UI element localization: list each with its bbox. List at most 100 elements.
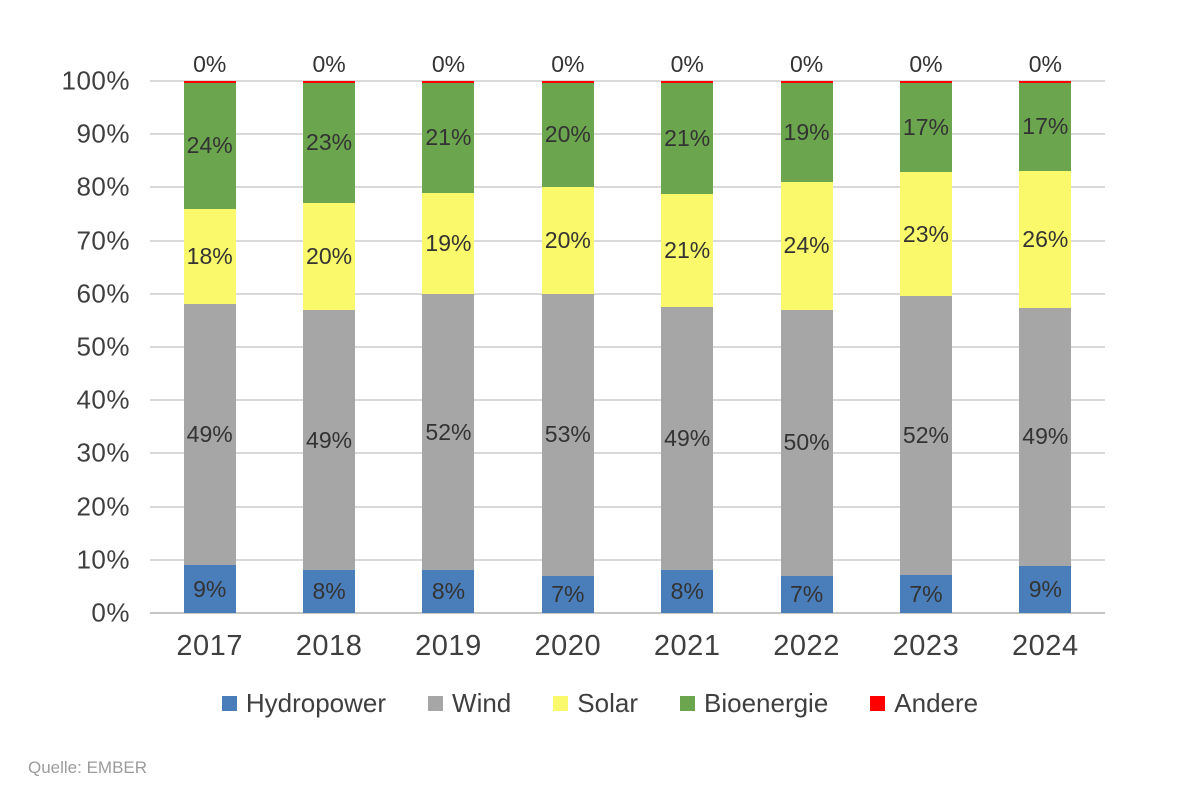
segment-value-label: 19% (425, 229, 472, 256)
y-tick-label: 30% (76, 437, 130, 468)
source-caption: Quelle: EMBER (28, 758, 148, 777)
y-tick-label: 70% (76, 225, 130, 256)
segment-value-label: 50% (783, 429, 830, 456)
segment-value-label: 8% (670, 578, 704, 604)
bar-segment-hydropower: 9% (183, 565, 236, 613)
x-tick-label: 2023 (892, 630, 960, 662)
bar-segment-bioenergie: 17% (1019, 82, 1072, 171)
bar-segment-bioenergie: 23% (303, 82, 356, 204)
bar-segment-andere (1019, 81, 1072, 83)
bar-segment-solar: 24% (780, 182, 833, 310)
segment-value-label-outside: 0% (789, 51, 824, 77)
bar-segment-bioenergie: 20% (541, 82, 594, 188)
bar-segment-hydropower: 7% (780, 575, 833, 613)
x-tick-label: 2024 (1012, 630, 1079, 662)
segment-value-label: 24% (783, 232, 830, 259)
bar-segment-bioenergie: 21% (422, 82, 475, 193)
legend-item-solar: Solar (553, 688, 638, 719)
bar-segment-bioenergie: 17% (899, 82, 952, 173)
bar-2017: 9% 49% 18% 24% 0% (183, 51, 236, 613)
legend: Hydropower Wind Solar Bioenergie Andere (0, 688, 1200, 719)
bar-segment-wind: 50% (780, 309, 833, 576)
bar-2023: 7% 52% 23% 17% 0% (899, 51, 952, 613)
segment-value-label: 7% (789, 580, 824, 607)
segment-value-label: 17% (902, 113, 949, 140)
segment-value-label: 21% (425, 124, 472, 151)
x-tick-label: 2019 (415, 630, 482, 662)
segment-value-label: 52% (902, 422, 949, 449)
bar-segment-solar: 21% (661, 193, 714, 307)
gridline (150, 558, 1105, 561)
segment-value-label: 9% (1028, 575, 1062, 602)
segment-value-label-outside: 0% (909, 51, 943, 77)
bar-segment-hydropower: 7% (899, 575, 952, 613)
bar-segment-wind: 52% (422, 293, 475, 571)
legend-swatch-icon (428, 696, 444, 711)
y-tick-label: 80% (76, 171, 130, 202)
bar-segment-solar: 20% (541, 187, 594, 294)
bar-2021: 8% 49% 21% 21% 0% (661, 51, 714, 613)
segment-value-label: 49% (306, 426, 353, 453)
bar-2020: 7% 53% 20% 20% 0% (541, 51, 594, 613)
legend-swatch-icon (221, 696, 237, 711)
x-tick-label: 2022 (773, 630, 840, 662)
bar-2024: 9% 49% 26% 17% 0% (1019, 51, 1072, 613)
segment-value-label: 21% (664, 124, 711, 151)
legend-item-wind: Wind (428, 688, 511, 719)
bar-segment-hydropower: 9% (1019, 565, 1072, 613)
bar-segment-andere (541, 81, 594, 83)
bar-segment-wind: 52% (899, 295, 952, 576)
segment-value-label: 9% (193, 575, 227, 602)
x-tick-label: 2018 (295, 630, 363, 662)
legend-item-hydropower: Hydropower (221, 688, 387, 719)
segment-value-label-outside: 0% (670, 51, 704, 77)
y-tick-label: 100% (61, 65, 130, 96)
bar-segment-wind: 49% (303, 309, 356, 571)
y-tick-label: 0% (91, 597, 130, 628)
gridline (150, 186, 1105, 189)
bar-segment-solar: 23% (899, 172, 952, 296)
bar-2018: 8% 49% 20% 23% 0% (303, 51, 356, 613)
gridline (150, 452, 1105, 455)
bar-segment-andere (303, 81, 356, 83)
segment-value-label: 20% (544, 121, 591, 148)
bar-segment-andere (183, 81, 236, 83)
gridline (150, 505, 1105, 508)
y-tick-label: 90% (76, 118, 130, 149)
y-tick-label: 50% (76, 331, 130, 362)
gridline (150, 292, 1105, 295)
legend-label: Bioenergie (703, 688, 829, 718)
segment-value-label: 23% (902, 220, 949, 247)
legend-swatch-icon (553, 696, 569, 711)
gridline (150, 133, 1105, 136)
legend-label: Hydropower (245, 688, 387, 718)
bar-segment-wind: 53% (541, 293, 594, 576)
bar-segment-wind: 49% (1019, 307, 1072, 566)
segment-value-label: 7% (551, 580, 585, 607)
bar-2022: 7% 50% 24% 19% 0% (780, 51, 833, 613)
gridline (150, 239, 1105, 242)
segment-value-label: 24% (186, 132, 233, 159)
gridline (150, 399, 1105, 402)
segment-value-label-outside: 0% (551, 51, 585, 77)
gridline (150, 612, 1105, 614)
segment-value-label: 49% (1022, 423, 1069, 450)
segment-value-label: 26% (1022, 225, 1069, 252)
gridline (150, 80, 1105, 82)
bar-segment-solar: 18% (183, 208, 236, 305)
segment-value-label: 23% (306, 129, 353, 156)
gridline (150, 346, 1105, 348)
y-tick-label: 40% (76, 384, 130, 415)
x-tick-label: 2017 (176, 630, 243, 662)
segment-value-label: 21% (664, 236, 711, 263)
legend-item-bioenergie: Bioenergie (679, 688, 829, 719)
bar-segment-hydropower: 8% (422, 570, 475, 613)
segment-value-label: 20% (306, 243, 353, 270)
bar-segment-andere (780, 81, 833, 83)
segment-value-label: 8% (431, 578, 466, 605)
segment-value-label: 53% (544, 421, 591, 448)
bar-segment-andere (661, 81, 714, 83)
segment-value-label: 19% (783, 118, 830, 145)
bar-segment-bioenergie: 24% (183, 82, 236, 209)
y-tick-label: 60% (76, 278, 130, 309)
